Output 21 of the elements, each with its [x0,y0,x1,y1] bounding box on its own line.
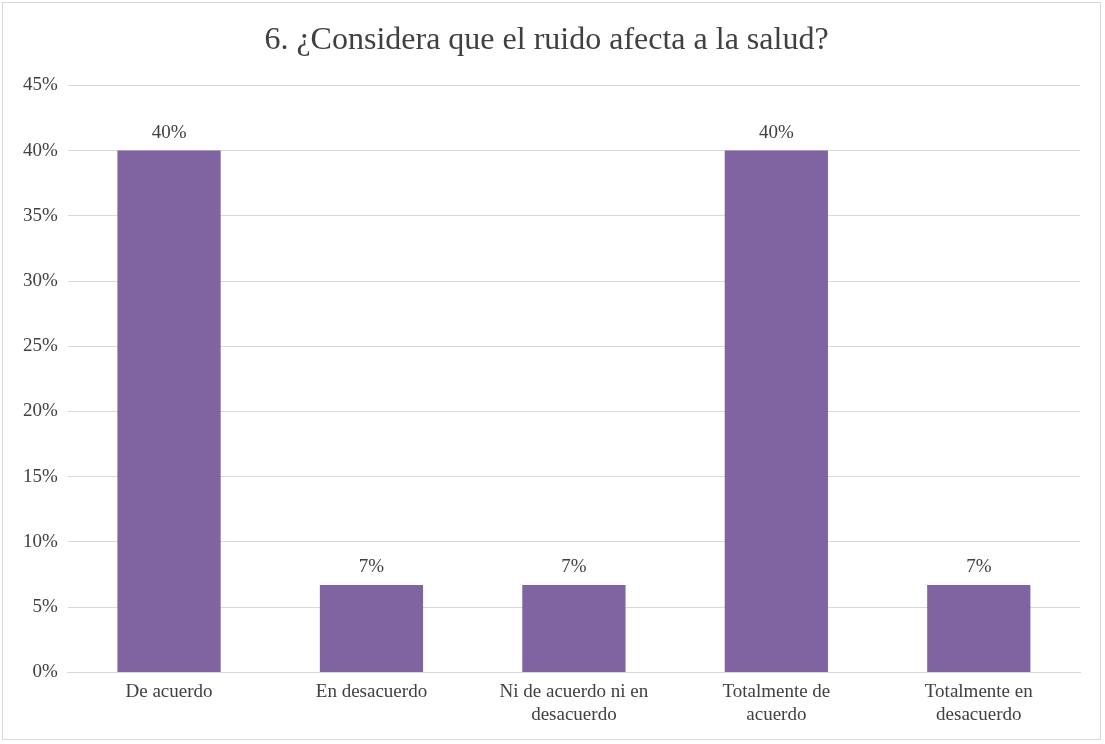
data-label: 7% [561,555,587,577]
y-tick-label: 10% [23,529,58,551]
y-tick-label: 45% [23,73,58,95]
y-tick-label: 30% [23,269,58,291]
x-tick-label: De acuerdo [125,679,213,701]
y-tick-label: 25% [23,334,58,356]
data-label: 7% [966,555,992,577]
x-tick-label: Totalmente de acuerdo [722,679,831,724]
y-tick-label: 0% [32,660,58,682]
x-tick-label: Totalmente en desacuerdo [924,679,1034,724]
chart-title: 6. ¿Considera que el ruido afecta a la salud? [264,19,829,56]
data-label: 40% [151,121,187,143]
x-tick-label: En desacuerdo [315,679,428,701]
y-tick-label: 5% [32,595,58,617]
y-tick-label: 15% [23,464,58,486]
data-label: 40% [758,121,794,143]
data-label: 7% [358,555,385,577]
x-tick-label: Ni de acuerdo ni en desacuerdo [499,679,649,724]
y-tick-label: 20% [23,399,58,421]
y-tick-label: 35% [23,203,58,225]
y-tick-label: 40% [23,138,58,160]
